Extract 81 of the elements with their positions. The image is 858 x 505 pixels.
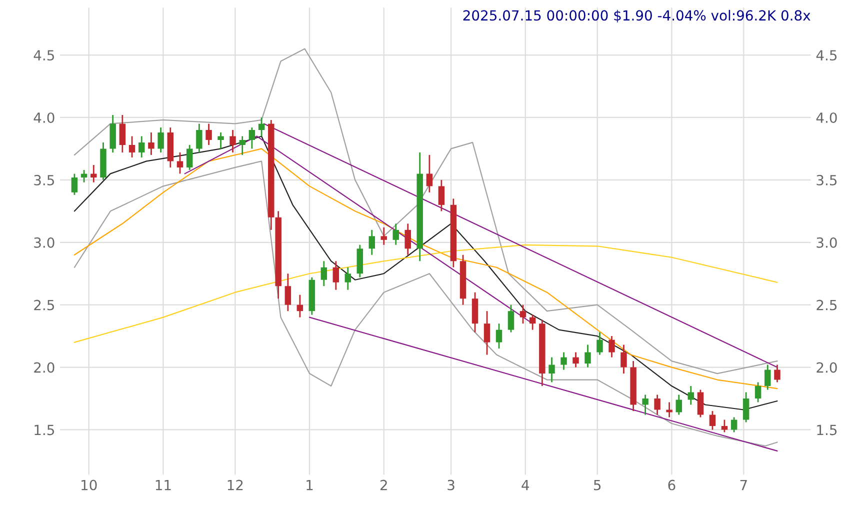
- y2-tick-label: 3.5: [816, 174, 837, 186]
- candlestick: [654, 394, 660, 416]
- x-tick-label: 6: [668, 480, 676, 490]
- candlestick: [196, 123, 202, 154]
- y2-tick-label: 3.0: [816, 237, 837, 248]
- x-tick-label: 11: [156, 480, 171, 490]
- candlestick: [320, 260, 328, 287]
- candlestick: [128, 136, 136, 158]
- candlestick: [332, 260, 340, 291]
- y-tick-label: 1.5: [34, 424, 54, 436]
- y2-tick-label: 4.0: [816, 112, 837, 123]
- candlestick: [284, 272, 292, 312]
- candlestick: [176, 152, 184, 174]
- candlestick: [248, 126, 256, 150]
- candlestick: [697, 389, 704, 418]
- candlestick: [688, 385, 694, 406]
- candlestick: [90, 164, 97, 184]
- candlestick: [158, 126, 164, 154]
- x-tick-label: 7: [740, 480, 747, 490]
- candlestick: [560, 352, 567, 370]
- candlestick: [138, 136, 145, 158]
- candlestick: [520, 304, 526, 324]
- candlestick: [709, 410, 716, 430]
- x-tick-label: 5: [594, 480, 601, 490]
- candlestick: [148, 132, 154, 156]
- candlestick: [186, 144, 193, 171]
- candlestick: [239, 136, 246, 156]
- y2-tick-label: 1.5: [817, 424, 837, 436]
- candlestick: [608, 335, 615, 358]
- x-tick-label: 12: [228, 480, 243, 490]
- candlestick: [404, 222, 411, 256]
- x-tick-label: 4: [522, 480, 530, 490]
- x-tick-label: 3: [448, 480, 454, 490]
- y-tick-label: 4.0: [34, 112, 54, 123]
- candlestick: [380, 226, 387, 246]
- candlestick: [484, 310, 490, 356]
- candlestick: [508, 304, 514, 334]
- candlestick: [774, 364, 780, 383]
- chart-title: 2025.07.15 00:00:00 $1.90 -4.04% vol:96.2K 0.8x: [463, 10, 810, 23]
- candlestick: [119, 114, 126, 154]
- line-series: [74, 160, 778, 447]
- candlestick: [742, 392, 750, 423]
- candlestick: [721, 419, 728, 433]
- candlestick: [344, 266, 352, 291]
- y2-tick-label: 4.5: [816, 50, 837, 61]
- y2-tick-label: 2.5: [816, 300, 837, 310]
- y2-tick-label: 2.0: [816, 362, 837, 373]
- candlestick: [676, 394, 682, 416]
- candlestick: [572, 352, 579, 368]
- candlestick: [296, 294, 304, 318]
- candlestick: [230, 129, 236, 154]
- candlestick: [438, 179, 445, 212]
- candlestick: [80, 169, 88, 184]
- candlestick: [754, 382, 762, 403]
- line-series: [74, 244, 778, 343]
- candlestick: [529, 314, 536, 331]
- candlestick: [666, 402, 672, 418]
- x-tick-label: 10: [82, 480, 97, 490]
- candlestick: [392, 222, 399, 246]
- y-tick-label: 3.5: [34, 174, 54, 186]
- y-tick-label: 2.0: [34, 362, 54, 373]
- candlestick: [584, 344, 591, 368]
- x-tick-label: 1: [306, 480, 313, 490]
- y-tick-label: 3.0: [34, 237, 54, 248]
- candlestick: [548, 356, 555, 383]
- candlestick: [620, 344, 627, 374]
- candlestick: [218, 132, 224, 150]
- y-tick-label: 2.5: [34, 300, 54, 310]
- candlestick: [642, 394, 648, 416]
- candlestick: [596, 332, 603, 356]
- candlestick: [368, 229, 375, 256]
- x-tick-label: 2: [380, 480, 387, 490]
- candlestick: [206, 123, 212, 146]
- line-series: [74, 48, 778, 374]
- candlestick: [426, 154, 433, 194]
- candlestick: [71, 172, 78, 196]
- candlestick: [496, 322, 502, 350]
- y-tick-label: 4.5: [34, 50, 54, 61]
- candlestick: [730, 416, 738, 433]
- candlestick: [258, 116, 265, 137]
- candlestick: [764, 364, 771, 390]
